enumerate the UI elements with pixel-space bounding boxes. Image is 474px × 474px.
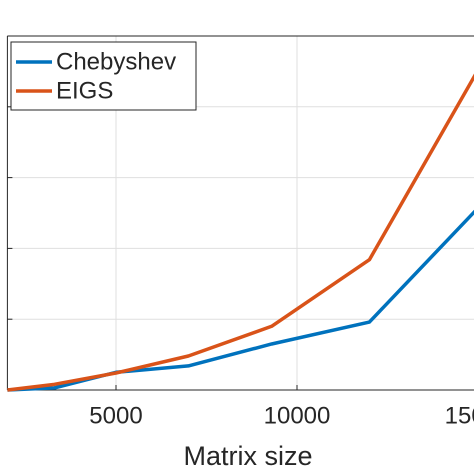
series-line — [7, 209, 474, 392]
x-tick-label: 15000 — [445, 402, 474, 429]
series-line — [7, 73, 474, 392]
x-tick-label: 10000 — [264, 402, 331, 429]
legend-box — [10, 41, 197, 111]
legend-label: Chebyshev — [56, 48, 176, 75]
legend-label: EIGS — [56, 77, 113, 104]
x-axis-label: Matrix size — [183, 441, 312, 471]
x-tick-label: 5000 — [89, 402, 142, 429]
